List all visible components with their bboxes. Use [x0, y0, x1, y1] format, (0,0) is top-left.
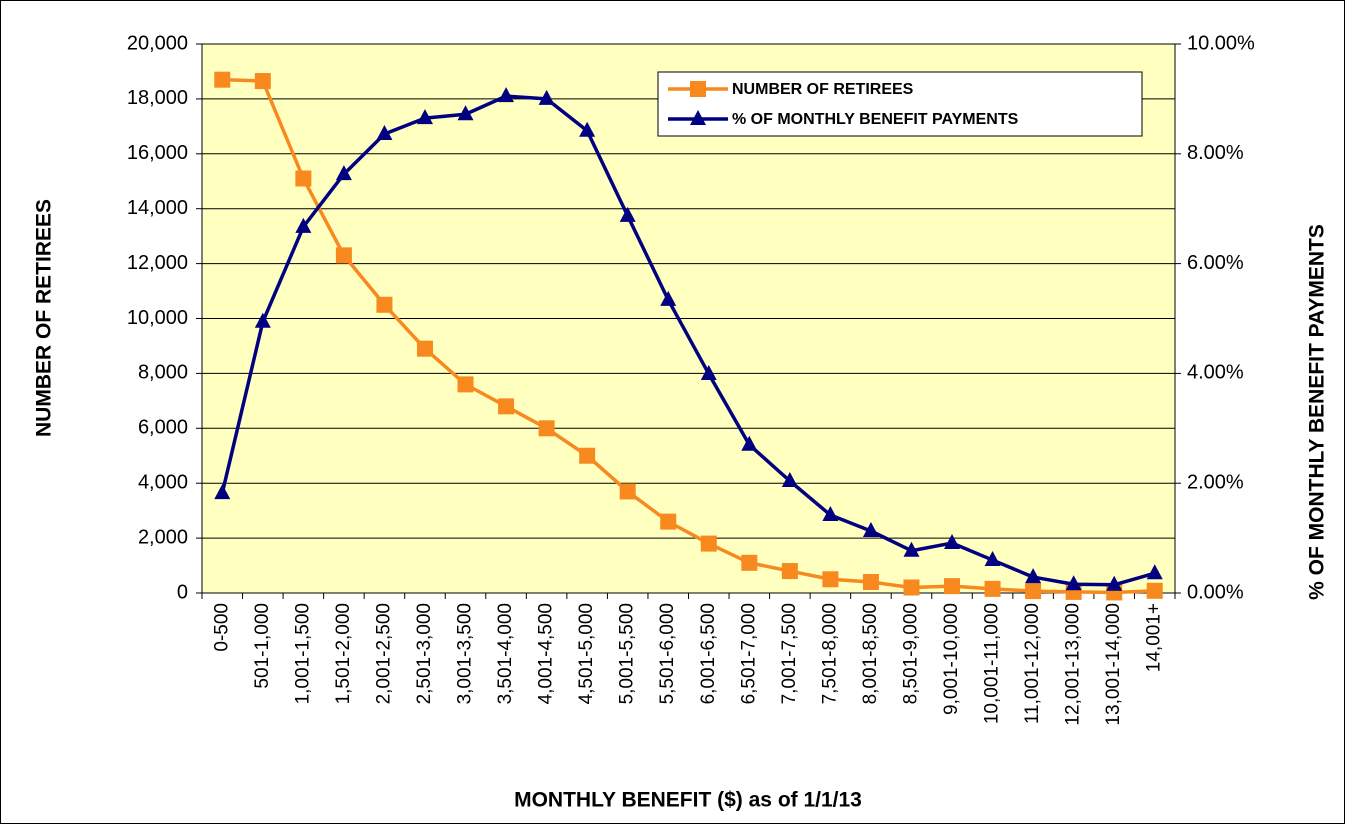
data-point	[700, 364, 717, 380]
data-point	[376, 125, 393, 141]
data-point	[335, 165, 352, 181]
x-tick-label: 2,501-3,000	[414, 603, 435, 704]
y-tick-label: 12,000	[127, 252, 188, 274]
data-point	[498, 87, 515, 103]
data-point	[538, 89, 555, 105]
data-point	[538, 420, 555, 437]
y2-tick-label: 6.00%	[1187, 252, 1244, 274]
data-point	[376, 296, 393, 313]
data-point	[579, 121, 596, 137]
data-point	[295, 170, 312, 187]
x-tick-label: 13,001-14,000	[1103, 603, 1124, 726]
x-tick-label: 7,001-7,500	[779, 603, 800, 704]
data-point	[1025, 583, 1042, 600]
y-tick-label: 14,000	[127, 197, 188, 219]
x-tick-label: 5,501-6,000	[657, 603, 678, 704]
data-point	[660, 290, 677, 306]
data-point	[619, 483, 636, 500]
x-tick-label: 501-1,000	[252, 603, 273, 689]
y-tick-label: 2,000	[138, 526, 188, 548]
y2-tick-label: 0.00%	[1187, 581, 1244, 603]
data-point	[416, 340, 433, 357]
x-tick-label: 12,001-13,000	[1063, 603, 1084, 726]
legend-marker	[690, 81, 706, 97]
legend: NUMBER OF RETIREES % OF MONTHLY BENEFIT P…	[657, 71, 1143, 137]
y2-axis-title: % OF MONTHLY BENEFIT PAYMENTS	[1306, 224, 1329, 600]
x-tick-label: 4,001-4,500	[536, 603, 557, 704]
data-point	[416, 109, 433, 125]
data-point	[335, 247, 352, 264]
x-tick-label: 3,001-3,500	[455, 603, 476, 704]
data-point	[254, 73, 271, 90]
y2-tick-label: 10.00%	[1187, 32, 1255, 54]
y-tick-label: 8,000	[138, 362, 188, 384]
data-point	[984, 551, 1001, 567]
series-line	[220, 94, 1156, 587]
data-point	[660, 513, 677, 530]
data-point	[822, 571, 839, 588]
data-point	[1065, 575, 1082, 591]
y2-tick-label: 2.00%	[1187, 471, 1244, 493]
x-tick-label: 2,001-2,500	[373, 603, 394, 704]
data-point	[944, 534, 961, 550]
data-point	[903, 579, 920, 596]
y-tick-label: 4,000	[138, 471, 188, 493]
x-tick-label: 0-500	[211, 603, 232, 652]
legend-label: NUMBER OF RETIREES	[732, 81, 914, 98]
x-tick-label: 6,001-6,500	[698, 603, 719, 704]
data-point	[498, 398, 515, 415]
y-tick-label: 0	[177, 581, 188, 603]
data-point	[944, 578, 961, 595]
y-tick-label: 18,000	[127, 87, 188, 109]
y-tick-label: 10,000	[127, 307, 188, 329]
y-tick-label: 16,000	[127, 142, 188, 164]
y-tick-label: 6,000	[138, 417, 188, 439]
x-tick-label: 4,501-5,000	[576, 603, 597, 704]
data-point	[781, 563, 798, 580]
y-tick-label: 20,000	[127, 32, 188, 54]
data-point	[579, 447, 596, 464]
data-point	[457, 376, 474, 393]
data-point	[741, 435, 758, 451]
data-point	[295, 217, 312, 233]
data-point	[1146, 564, 1163, 580]
data-point	[984, 580, 1001, 597]
y-axis-title: NUMBER OF RETIREES	[33, 199, 56, 437]
x-tick-label: 14,001+	[1144, 603, 1165, 672]
x-tick-label: 9,001-10,000	[941, 603, 962, 715]
x-tick-label: 7,501-8,000	[819, 603, 840, 704]
data-point	[1146, 582, 1163, 599]
data-point	[254, 312, 271, 328]
legend-marker	[690, 110, 706, 125]
data-point	[741, 554, 758, 571]
data-point	[619, 206, 636, 222]
x-tick-label: 1,001-1,500	[292, 603, 313, 704]
legend-box	[657, 71, 1143, 137]
data-point	[1106, 575, 1123, 591]
x-axis-title: MONTHLY BENEFIT ($) as of 1/1/13	[514, 789, 862, 812]
data-point	[457, 105, 474, 121]
x-tick-label: 6,501-7,000	[738, 603, 759, 704]
data-point	[822, 506, 839, 522]
data-point	[700, 535, 717, 552]
data-point	[903, 541, 920, 557]
data-point	[214, 71, 231, 88]
x-tick-label: 5,001-5,500	[617, 603, 638, 704]
data-point	[1025, 568, 1042, 584]
data-point	[214, 484, 231, 500]
y2-tick-label: 4.00%	[1187, 362, 1244, 384]
x-tick-label: 8,501-9,000	[900, 603, 921, 704]
x-tick-label: 10,001-11,000	[982, 603, 1003, 724]
data-point	[862, 574, 879, 591]
data-point	[781, 472, 798, 488]
legend-label: % OF MONTHLY BENEFIT PAYMENTS	[732, 111, 1019, 128]
data-point	[862, 521, 879, 537]
x-tick-label: 11,001-12,000	[1022, 603, 1043, 724]
x-tick-label: 3,501-4,000	[495, 603, 516, 704]
x-tick-label: 8,001-8,500	[860, 603, 881, 704]
x-tick-label: 1,501-2,000	[333, 603, 354, 704]
y2-tick-label: 8.00%	[1187, 142, 1244, 164]
